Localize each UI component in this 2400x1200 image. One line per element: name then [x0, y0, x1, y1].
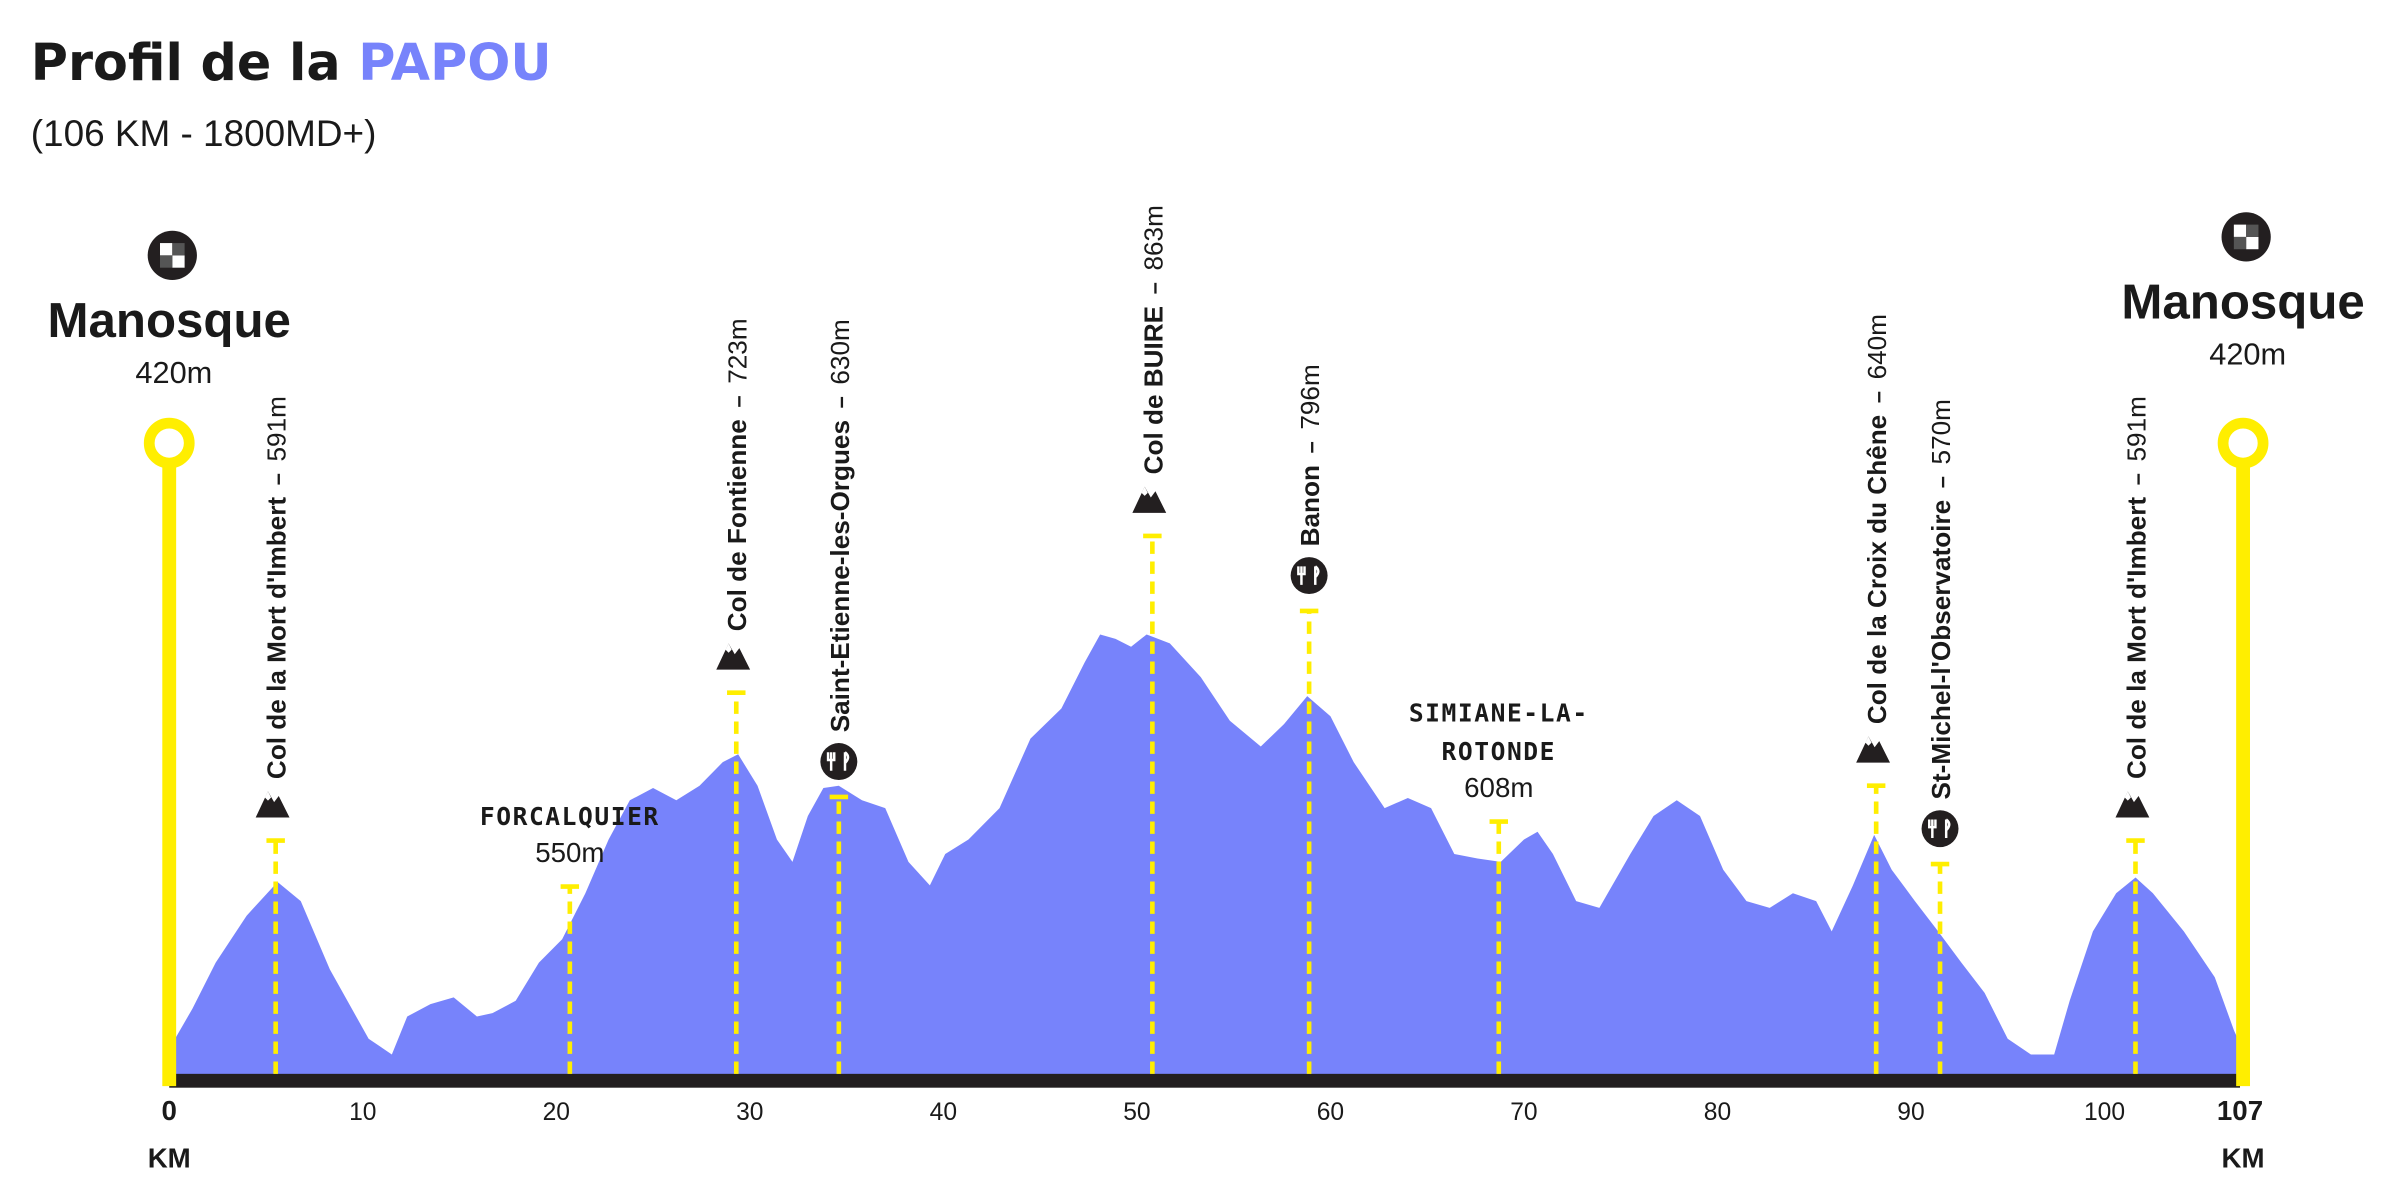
waypoint-name: ROTONDE	[1442, 737, 1556, 766]
x-tick-label: 40	[930, 1099, 957, 1126]
endpoint-ring	[2217, 417, 2269, 469]
food-circle	[1921, 810, 1959, 848]
mountain-snow	[1141, 486, 1148, 496]
title-text: Profil de la	[31, 33, 341, 92]
elevation-area	[169, 634, 2241, 1077]
food-utensils	[1297, 565, 1320, 585]
waypoint-name: Col de la Croix du Chêne	[1862, 415, 1892, 724]
x-tick-label: 60	[1317, 1099, 1344, 1126]
mountain-shape	[255, 791, 290, 818]
mountain-shape	[2115, 791, 2150, 818]
title-highlight: PAPOU	[358, 33, 551, 92]
flag-square	[172, 243, 185, 256]
food-icon	[1290, 557, 1328, 595]
x-unit-label: KM	[2222, 1143, 2265, 1174]
x-tick-label: 107	[2217, 1095, 2263, 1126]
x-tick-label: 0	[162, 1095, 177, 1126]
waypoint-name: Col de Fontienne	[722, 419, 752, 631]
waypoint-elevation: 630m	[825, 319, 855, 384]
waypoint-elevation: 723m	[722, 318, 752, 383]
endpoint-name: Manosque	[2121, 274, 2364, 329]
endpoint-elevation: 420m	[135, 355, 212, 390]
flag-square	[160, 243, 173, 256]
mountain-snow	[725, 643, 732, 653]
waypoint-elevation: 608m	[1464, 772, 1533, 803]
waypoint-elevation: 796m	[1295, 364, 1325, 429]
food-utensils	[826, 751, 850, 771]
flag-square	[160, 255, 173, 268]
flag-square	[2233, 236, 2247, 250]
x-tick-label: 70	[1510, 1099, 1537, 1126]
mountain-shape	[1856, 736, 1891, 763]
subtitle: (106 KM - 1800MD+)	[31, 113, 377, 154]
waypoint-name: Banon	[1295, 465, 1325, 546]
chart-title: Profil de la PAPOU	[31, 33, 552, 92]
x-tick-label: 80	[1704, 1099, 1731, 1126]
mountain-snow	[2124, 791, 2131, 801]
waypoint-elevation: 591m	[262, 396, 292, 461]
x-tick-label: 100	[2084, 1099, 2125, 1126]
x-tick-label: 50	[1123, 1099, 1150, 1126]
waypoint-name: St-Michel-l'Observatoire	[1926, 500, 1956, 800]
mountain-shape	[1132, 486, 1167, 513]
food-circle	[820, 743, 858, 780]
x-tick-label: 90	[1897, 1099, 1924, 1126]
food-utensils	[1928, 818, 1951, 838]
x-unit-label: KM	[148, 1143, 191, 1174]
food-icon	[820, 743, 858, 780]
waypoint-name: SIMIANE-LA-	[1409, 699, 1589, 728]
waypoint-name: FORCALQUIER	[480, 802, 660, 831]
waypoint-elevation: 863m	[1138, 205, 1168, 270]
mountain-icon	[255, 791, 290, 818]
mountain-snow	[264, 791, 272, 801]
food-circle	[1290, 557, 1328, 595]
flag-square	[2233, 224, 2247, 237]
waypoint-name: Saint-Etienne-les-Orgues	[825, 420, 855, 732]
waypoint-name: Col de la Mort d'Imbert	[262, 497, 292, 779]
baseline	[169, 1073, 2241, 1088]
mountain-icon	[1856, 736, 1891, 763]
waypoint-elevation: 550m	[535, 837, 604, 868]
waypoint-name: Col de BUIRE	[1138, 306, 1168, 474]
endpoint-elevation: 420m	[2209, 337, 2286, 372]
mountain-shape	[716, 643, 751, 670]
flag-square	[172, 255, 185, 268]
mountain-snow	[1865, 736, 1872, 746]
waypoint-elevation: 570m	[1926, 399, 1956, 464]
waypoint-name: Col de la Mort d'Imbert	[2121, 497, 2151, 779]
waypoint-elevation: 591m	[2121, 396, 2151, 461]
flag-square	[2246, 236, 2259, 250]
endpoint-name: Manosque	[48, 293, 291, 348]
endpoint-ring	[143, 417, 195, 469]
x-tick-label: 10	[349, 1099, 376, 1126]
x-tick-label: 30	[736, 1099, 763, 1126]
waypoint-elevation: 640m	[1862, 314, 1892, 379]
x-tick-label: 20	[543, 1099, 570, 1126]
mountain-icon	[1132, 486, 1167, 513]
finish-flag-icon	[147, 230, 197, 280]
flag-square	[2246, 224, 2259, 237]
mountain-icon	[2115, 791, 2150, 818]
mountain-icon	[716, 643, 751, 670]
finish-flag-icon	[2221, 212, 2271, 262]
food-icon	[1921, 810, 1959, 848]
